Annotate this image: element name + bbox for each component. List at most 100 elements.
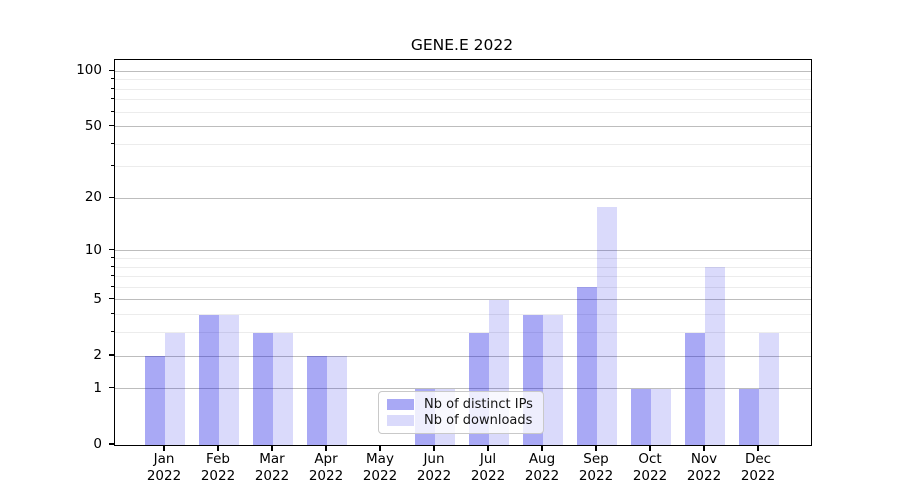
plot-area xyxy=(114,59,812,446)
y-tick-major xyxy=(108,196,114,198)
x-tick-label: Apr 2022 xyxy=(294,451,358,484)
x-tick-month: Oct xyxy=(638,451,662,467)
x-tick-year: 2022 xyxy=(146,467,182,484)
bar-downloads xyxy=(327,356,347,445)
grid-major-line xyxy=(115,355,811,357)
legend-entry: Nb of downloads xyxy=(387,413,535,428)
y-tick-minor xyxy=(111,87,114,89)
x-tick-month: May xyxy=(366,451,394,467)
grid-minor-line xyxy=(115,286,811,288)
x-tick xyxy=(487,445,489,451)
legend-swatch xyxy=(387,398,414,410)
bar-distinct-ips xyxy=(577,287,597,445)
grid-minor-line xyxy=(115,79,811,81)
x-tick-year: 2022 xyxy=(470,467,506,484)
y-tick-label: 10 xyxy=(84,241,102,258)
y-tick-label: 100 xyxy=(76,62,102,79)
bar-downloads xyxy=(705,267,725,445)
x-tick-month: Dec xyxy=(744,451,772,467)
x-tick xyxy=(433,445,435,451)
x-tick-label: Dec 2022 xyxy=(726,451,790,484)
x-tick-label: Jan 2022 xyxy=(132,451,196,484)
x-tick-month: Nov xyxy=(690,451,718,467)
x-tick-label: Mar 2022 xyxy=(240,451,304,484)
y-tick-minor xyxy=(111,110,114,112)
x-tick-label: Nov 2022 xyxy=(672,451,736,484)
grid-minor-line xyxy=(115,276,811,278)
y-tick-major xyxy=(108,387,114,389)
x-tick-year: 2022 xyxy=(632,467,668,484)
x-tick-label: Feb 2022 xyxy=(186,451,250,484)
grid-major-line xyxy=(115,70,811,72)
grid-major-line xyxy=(115,197,811,199)
bar-distinct-ips xyxy=(739,388,759,445)
bar-distinct-ips xyxy=(145,356,165,445)
bar-distinct-ips xyxy=(685,332,705,445)
y-tick-minor xyxy=(111,78,114,80)
grid-minor-line xyxy=(115,314,811,316)
x-tick-year: 2022 xyxy=(200,467,236,484)
y-tick-label: 20 xyxy=(84,189,102,206)
x-tick-month: Aug xyxy=(528,451,556,467)
y-tick-label: 2 xyxy=(93,347,102,364)
bar-distinct-ips xyxy=(199,314,219,445)
x-tick-year: 2022 xyxy=(686,467,722,484)
x-tick-year: 2022 xyxy=(740,467,776,484)
y-tick-minor xyxy=(111,165,114,167)
x-tick-year: 2022 xyxy=(254,467,290,484)
x-tick-year: 2022 xyxy=(416,467,452,484)
x-tick-year: 2022 xyxy=(308,467,344,484)
x-tick xyxy=(325,445,327,451)
x-tick-month: Jun xyxy=(423,451,445,467)
y-tick-major xyxy=(108,298,114,300)
bar-distinct-ips xyxy=(253,332,273,445)
x-tick xyxy=(163,445,165,451)
bar-downloads xyxy=(597,206,617,445)
grid-minor-line xyxy=(115,266,811,268)
x-tick-label: Aug 2022 xyxy=(510,451,574,484)
grid-minor-line xyxy=(115,166,811,168)
bar-downloads xyxy=(543,314,563,445)
x-tick-month: Mar xyxy=(259,451,285,467)
legend-label: Nb of distinct IPs xyxy=(424,396,533,412)
y-tick-minor xyxy=(111,265,114,267)
grid-minor-line xyxy=(115,99,811,101)
y-tick-minor xyxy=(111,98,114,100)
grid-minor-line xyxy=(115,111,811,113)
y-tick-minor xyxy=(111,257,114,258)
x-tick-label: Sep 2022 xyxy=(564,451,628,484)
x-tick xyxy=(703,445,705,451)
x-tick xyxy=(541,445,543,451)
y-tick-major xyxy=(108,124,114,127)
x-tick-label: Jun 2022 xyxy=(402,451,466,484)
grid-minor-line xyxy=(115,88,811,90)
bar-downloads xyxy=(651,388,671,445)
bar-downloads xyxy=(219,314,239,445)
y-tick-major xyxy=(108,443,114,445)
grid-minor-line xyxy=(115,332,811,334)
y-tick-minor xyxy=(111,313,114,315)
x-tick-label: Jul 2022 xyxy=(456,451,520,484)
y-tick-minor xyxy=(111,285,114,287)
grid-major-line xyxy=(115,299,811,301)
x-tick xyxy=(595,445,597,451)
y-tick-label: 5 xyxy=(93,290,102,307)
legend-entry: Nb of distinct IPs xyxy=(387,397,535,412)
grid-major-line xyxy=(115,388,811,390)
bar-distinct-ips xyxy=(307,356,327,445)
y-tick-label: 50 xyxy=(84,117,102,134)
x-tick xyxy=(271,445,273,451)
x-tick-label: May 2022 xyxy=(348,451,412,484)
x-tick-year: 2022 xyxy=(524,467,560,484)
x-tick-label: Oct 2022 xyxy=(618,451,682,484)
x-tick-month: Apr xyxy=(314,451,338,467)
plot-inner xyxy=(115,60,811,445)
legend-swatch xyxy=(387,415,414,427)
y-tick-minor xyxy=(111,331,114,333)
x-tick xyxy=(757,445,759,451)
legend-label: Nb of downloads xyxy=(424,413,533,429)
x-tick xyxy=(649,445,651,451)
bar-downloads xyxy=(273,332,293,445)
x-tick-month: Jul xyxy=(479,451,497,467)
